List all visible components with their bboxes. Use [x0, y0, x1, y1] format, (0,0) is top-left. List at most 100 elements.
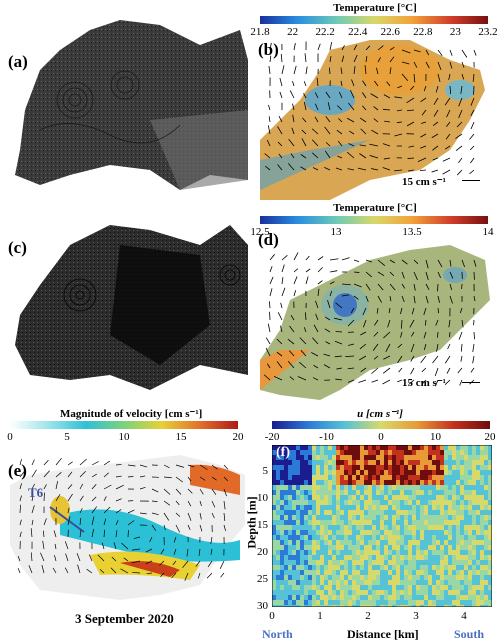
- section-cell: [428, 460, 432, 465]
- section-cell: [380, 565, 384, 570]
- section-cell: [340, 455, 344, 460]
- section-cell: [356, 585, 360, 590]
- section-cell: [336, 450, 340, 455]
- section-cell: [344, 575, 348, 580]
- section-cell: [412, 470, 416, 475]
- section-cell: [436, 445, 440, 450]
- section-cell: [468, 470, 472, 475]
- colorbar-tick: 13: [331, 226, 342, 238]
- section-cell: [296, 505, 300, 510]
- section-cell: [428, 455, 432, 460]
- section-cell: [292, 495, 296, 500]
- section-cell: [328, 465, 332, 470]
- section-cell: [288, 590, 292, 595]
- section-cell: [312, 560, 316, 565]
- section-cell: [280, 505, 284, 510]
- section-cell: [480, 520, 484, 525]
- section-cell: [424, 555, 428, 560]
- section-cell: [296, 565, 300, 570]
- section-cell: [460, 450, 464, 455]
- section-cell: [444, 505, 448, 510]
- section-cell: [276, 575, 280, 580]
- section-cell: [436, 570, 440, 575]
- section-cell: [456, 580, 460, 585]
- section-cell: [396, 565, 400, 570]
- panel-label-a: (a): [8, 52, 28, 72]
- section-cell: [460, 525, 464, 530]
- section-cell: [352, 445, 356, 450]
- section-cell: [340, 510, 344, 515]
- velocity-arrow: [318, 281, 322, 284]
- section-cell: [376, 550, 380, 555]
- section-cell: [284, 530, 288, 535]
- section-cell: [416, 535, 420, 540]
- colorbar-title-d: Temperature [°C]: [310, 202, 440, 214]
- section-cell: [296, 470, 300, 475]
- section-cell: [412, 550, 416, 555]
- section-cell: [472, 470, 476, 475]
- velocity-arrow: [448, 344, 450, 349]
- section-cell: [312, 565, 316, 570]
- section-cell: [400, 545, 404, 550]
- section-cell: [384, 505, 388, 510]
- section-cell: [308, 555, 312, 560]
- section-cell: [340, 520, 344, 525]
- section-cell: [356, 505, 360, 510]
- section-cell: [376, 480, 380, 485]
- section-cell: [292, 510, 296, 515]
- section-cell: [292, 575, 296, 580]
- section-cell: [308, 550, 312, 555]
- section-cell: [360, 555, 364, 560]
- section-cell: [476, 550, 480, 555]
- section-cell: [468, 530, 472, 535]
- section-cell: [392, 575, 396, 580]
- section-cell: [468, 465, 472, 470]
- velocity-arrow: [305, 53, 306, 62]
- scale-arrow-b: [462, 180, 480, 181]
- section-cell: [444, 445, 448, 450]
- section-cell: [424, 495, 428, 500]
- section-cell: [356, 550, 360, 555]
- section-cell: [416, 570, 420, 575]
- section-cell: [340, 450, 344, 455]
- section-cell: [452, 515, 456, 520]
- section-cell: [488, 545, 492, 550]
- section-cell: [368, 445, 372, 450]
- section-cell: [428, 480, 432, 485]
- section-cell: [452, 480, 456, 485]
- section-cell: [436, 550, 440, 555]
- section-cell: [400, 460, 404, 465]
- section-cell: [360, 550, 364, 555]
- section-cell: [352, 530, 356, 535]
- panel-label-e: (e): [8, 461, 27, 481]
- section-cell: [420, 565, 424, 570]
- section-cell: [308, 485, 312, 490]
- section-cell: [272, 535, 276, 540]
- section-cell: [488, 445, 492, 450]
- section-cell: [388, 580, 392, 585]
- section-cell: [272, 510, 276, 515]
- section-cell: [404, 515, 408, 520]
- section-cell: [384, 455, 388, 460]
- section-cell: [476, 455, 480, 460]
- section-cell: [460, 595, 464, 600]
- section-cell: [312, 585, 316, 590]
- section-cell: [456, 525, 460, 530]
- section-cell: [280, 535, 284, 540]
- section-cell: [372, 600, 376, 605]
- section-cell: [476, 555, 480, 560]
- section-cell: [328, 445, 332, 450]
- section-cell: [444, 465, 448, 470]
- section-cell: [436, 505, 440, 510]
- section-cell: [444, 600, 448, 605]
- section-cell: [416, 500, 420, 505]
- section-cell: [476, 585, 480, 590]
- section-cell: [328, 525, 332, 530]
- section-cell: [340, 470, 344, 475]
- section-cell: [420, 525, 424, 530]
- section-cell: [484, 475, 488, 480]
- section-cell: [404, 505, 408, 510]
- section-cell: [468, 490, 472, 495]
- date-label: 3 September 2020: [75, 611, 174, 627]
- section-cell: [364, 560, 368, 565]
